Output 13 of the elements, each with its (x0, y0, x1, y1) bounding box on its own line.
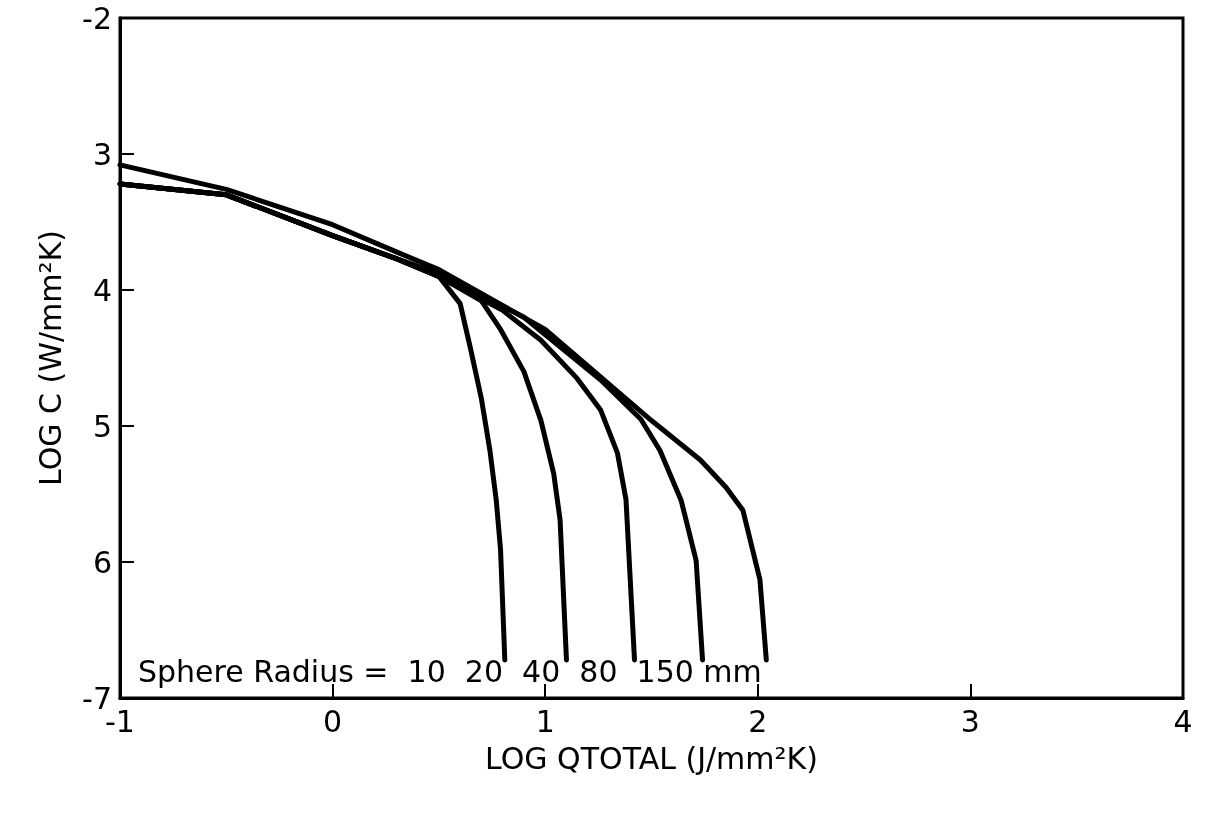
y-tick-label: 3 (92, 136, 112, 172)
y-tick-label: 5 (92, 408, 112, 444)
y-tick-label: 4 (92, 272, 112, 308)
y-tick-label: 6 (92, 544, 112, 580)
x-tick-label: 2 (748, 703, 768, 739)
annotation: Sphere Radius = 10 20 40 80 150 mm (138, 653, 762, 689)
x-tick-label: 0 (323, 703, 343, 739)
x-axis-title: LOG QTOTAL (J/mm²K) (485, 740, 818, 776)
y-axis-title: LOG C (W/mm²K) (32, 230, 68, 486)
x-tick-label: 1 (535, 703, 555, 739)
y-tick-label: -2 (82, 0, 112, 36)
x-tick-label: 4 (1173, 703, 1193, 739)
x-tick-label: 3 (960, 703, 980, 739)
